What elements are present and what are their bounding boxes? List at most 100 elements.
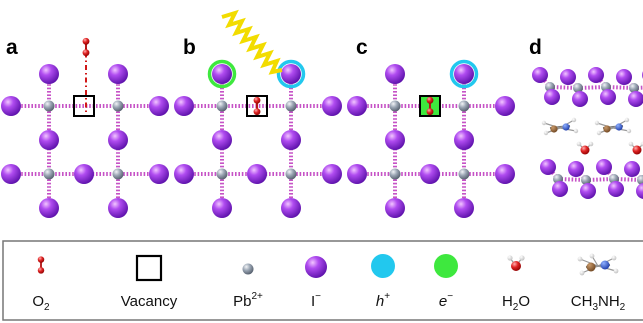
legend-vacancy-icon <box>135 254 163 282</box>
lead-atom <box>285 100 297 112</box>
carbon-atom <box>603 125 611 133</box>
iodide-atom <box>39 64 59 84</box>
hydrogen-atom <box>596 130 602 136</box>
legend-electron-label: e− <box>439 291 453 310</box>
ma-h-bond <box>596 122 614 129</box>
legend-carbon-atom <box>586 262 596 272</box>
iodide-atom <box>281 130 301 150</box>
oxygen-atom <box>253 108 261 116</box>
iodide-atom <box>322 164 342 184</box>
hydrogen-atom <box>613 268 619 274</box>
oxygen-atom <box>580 145 590 155</box>
hydrogen-atom <box>579 270 585 276</box>
iodide-atom <box>347 164 367 184</box>
iodide-atom <box>247 164 267 184</box>
iodide-atom <box>552 181 568 197</box>
legend-iodide-label: I− <box>311 291 321 310</box>
nitrogen-atom <box>615 123 623 131</box>
iodide-atom <box>174 164 194 184</box>
iodide-atom <box>532 67 548 83</box>
hole-halo <box>449 59 479 89</box>
iodide-atom <box>347 96 367 116</box>
hydrogen-atom <box>519 255 525 261</box>
hydrogen-atom <box>628 141 634 147</box>
legend-water-label: H2O <box>502 293 530 313</box>
iodide-atom <box>385 130 405 150</box>
iodide-vacancy <box>246 95 268 117</box>
lead-atom <box>629 83 639 93</box>
hydrogen-atom <box>541 120 547 126</box>
iodide-atom <box>544 89 560 105</box>
hydrogen-atom <box>543 130 549 136</box>
lead-atom <box>389 168 401 180</box>
iodide-atom <box>281 198 301 218</box>
legend-nitrogen-atom <box>600 260 610 270</box>
oxygen-atom <box>253 96 261 104</box>
hole-halo <box>276 59 306 89</box>
iodide-atom <box>108 130 128 150</box>
nitrogen-atom <box>562 123 570 131</box>
iodide-atom <box>149 96 169 116</box>
hydrogen-atom <box>573 128 579 134</box>
legend-vacancy-label: Vacancy <box>121 293 178 310</box>
hydrogen-atom <box>626 128 632 134</box>
panel-c-lattice <box>347 59 515 218</box>
iodide-atom <box>540 159 556 175</box>
lead-atom <box>216 100 228 112</box>
iodide-atom <box>495 96 515 116</box>
hydrogen-atom <box>577 256 583 262</box>
legend-icons <box>37 253 619 282</box>
iodide-atom <box>108 198 128 218</box>
iodide-vacancy <box>419 95 441 117</box>
hydrogen-atom <box>594 120 600 126</box>
lead-atom <box>242 263 254 275</box>
iodide-atom <box>420 164 440 184</box>
iodide-vacancy <box>73 95 95 117</box>
legend-o2-label: O2 <box>32 293 50 313</box>
legend-methylammonium-label: CH3NH2 <box>571 293 626 313</box>
iodide-atom <box>596 159 612 175</box>
oxygen-atom <box>82 49 90 57</box>
legend-hole-icon <box>371 254 395 278</box>
hydrogen-atom <box>571 117 577 123</box>
iodide-atom <box>108 64 128 84</box>
lead-atom <box>389 100 401 112</box>
photon-wave-icon <box>221 9 283 75</box>
lead-atom <box>216 168 228 180</box>
lead-atom <box>458 168 470 180</box>
panel-a-lattice <box>1 64 169 218</box>
legend-hole-label: h+ <box>376 291 390 310</box>
lead-atom <box>637 175 643 185</box>
iodide-atom <box>608 181 624 197</box>
iodide-atom <box>580 183 596 199</box>
legend-electron-icon <box>434 254 458 278</box>
lead-atom <box>573 83 583 93</box>
lead-atom <box>458 100 470 112</box>
oxygen-atom <box>632 145 642 155</box>
iodide-atom <box>385 198 405 218</box>
iodide-atom <box>624 161 640 177</box>
hydrogen-atom <box>611 255 617 261</box>
hydrogen-atom <box>507 255 513 261</box>
panel-label-b: b <box>183 36 196 59</box>
carbon-atom <box>550 125 558 133</box>
iodide-atom <box>616 69 632 85</box>
iodide-atom <box>212 130 232 150</box>
iodide-atom <box>628 91 643 107</box>
hydrogen-atom <box>624 117 630 123</box>
iodide-atom <box>322 96 342 116</box>
panel-label-c: c <box>356 36 368 59</box>
iodide-atom <box>149 164 169 184</box>
iodide-atom <box>454 198 474 218</box>
panel-d-hydrate <box>532 67 643 199</box>
lead-atom <box>581 175 591 185</box>
iodide-atom <box>636 183 643 199</box>
iodide-atom <box>305 256 327 278</box>
iodide-atom <box>600 89 616 105</box>
electron-halo <box>207 59 237 89</box>
iodide-atom <box>281 64 301 84</box>
iodide-atom <box>454 64 474 84</box>
ma-h-bond <box>543 122 561 129</box>
iodide-atom <box>39 198 59 218</box>
